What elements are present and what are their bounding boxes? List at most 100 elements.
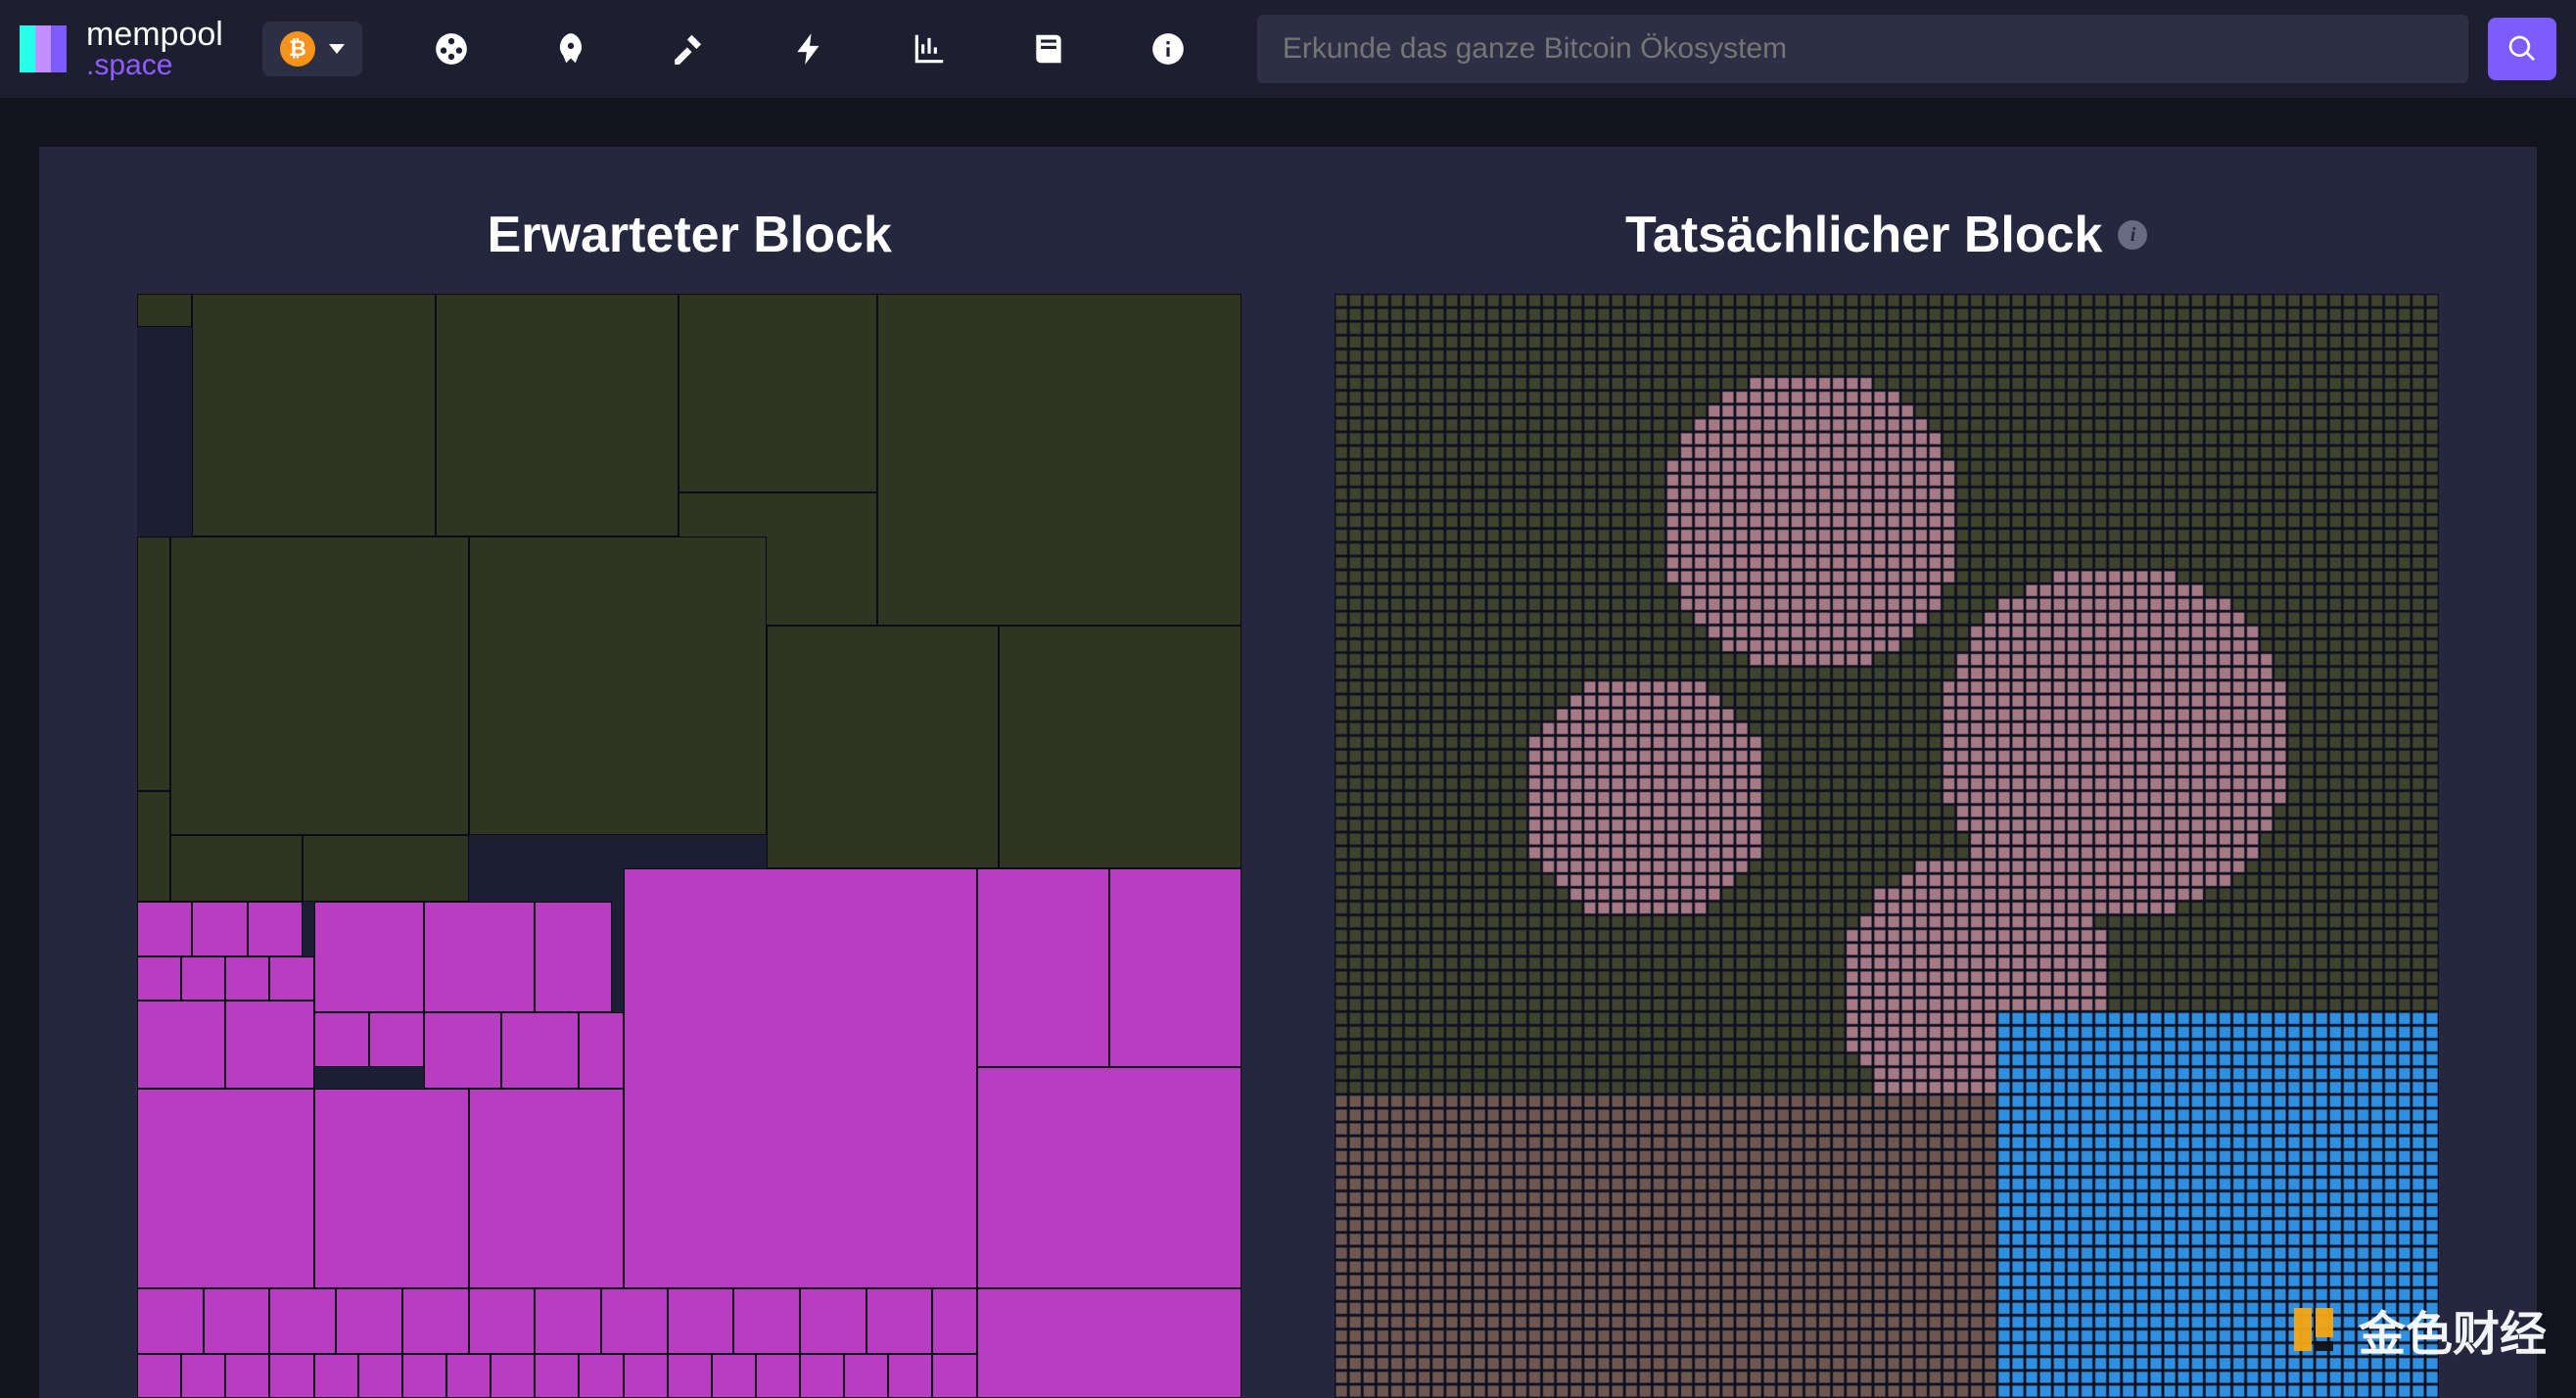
treemap-cell[interactable] xyxy=(314,1089,469,1287)
treemap-cell[interactable] xyxy=(535,1288,601,1355)
search-input[interactable] xyxy=(1257,15,2468,83)
expected-block-title: Erwarteter Block xyxy=(137,206,1241,264)
treemap-cell[interactable] xyxy=(137,1089,314,1287)
treemap-cell[interactable] xyxy=(668,1288,734,1355)
treemap-cell[interactable] xyxy=(369,1012,424,1067)
treemap-cell[interactable] xyxy=(248,902,303,956)
treemap-cell[interactable] xyxy=(800,1354,844,1398)
treemap-cell[interactable] xyxy=(1109,868,1241,1067)
search-button[interactable] xyxy=(2488,18,2556,80)
treemap-cell[interactable] xyxy=(402,1354,446,1398)
chevron-down-icon xyxy=(329,44,345,54)
treemap-cell[interactable] xyxy=(469,1089,624,1287)
treemap-cell[interactable] xyxy=(999,626,1241,868)
treemap-cell[interactable] xyxy=(192,294,435,536)
treemap-cell[interactable] xyxy=(424,1012,501,1090)
blocks-row: Erwarteter Block Tatsächlicher Block i xyxy=(137,206,2439,1398)
treemap-cell[interactable] xyxy=(624,1354,668,1398)
treemap-cell[interactable] xyxy=(436,294,679,536)
treemap-cell[interactable] xyxy=(336,1288,402,1355)
treemap-cell[interactable] xyxy=(303,835,468,902)
expected-block-column: Erwarteter Block xyxy=(137,206,1241,1398)
top-navbar: mempool .space ₿ xyxy=(0,0,2576,98)
treemap-cell[interactable] xyxy=(469,536,768,835)
dashboard-icon[interactable] xyxy=(431,28,472,70)
search-box xyxy=(1257,15,2468,83)
treemap-cell[interactable] xyxy=(181,1354,225,1398)
treemap-cell[interactable] xyxy=(314,1354,358,1398)
treemap-cell[interactable] xyxy=(137,294,192,327)
book-icon[interactable] xyxy=(1028,28,1069,70)
logo-bottom: .space xyxy=(86,51,223,80)
treemap-cell[interactable] xyxy=(225,1354,269,1398)
treemap-cell[interactable] xyxy=(269,1354,313,1398)
treemap-cell[interactable] xyxy=(181,956,225,1001)
treemap-cell[interactable] xyxy=(314,1012,369,1067)
treemap-cell[interactable] xyxy=(977,1288,1242,1398)
treemap-cell[interactable] xyxy=(170,835,303,902)
actual-block-column: Tatsächlicher Block i xyxy=(1335,206,2439,1398)
treemap-cell[interactable] xyxy=(225,1001,313,1089)
treemap-cell[interactable] xyxy=(137,956,181,1001)
treemap-cell[interactable] xyxy=(535,902,612,1012)
info-circle-icon[interactable]: i xyxy=(2118,220,2147,250)
coin-dropdown[interactable]: ₿ xyxy=(262,22,362,76)
treemap-cell[interactable] xyxy=(800,1288,866,1355)
treemap-cell[interactable] xyxy=(844,1354,888,1398)
treemap-cell[interactable] xyxy=(668,1354,712,1398)
hammer-icon[interactable] xyxy=(670,28,711,70)
treemap-cell[interactable] xyxy=(225,956,269,1001)
treemap-cell[interactable] xyxy=(877,294,1241,626)
watermark-icon xyxy=(2286,1300,2345,1359)
info-icon[interactable] xyxy=(1147,28,1189,70)
treemap-cell[interactable] xyxy=(679,294,877,492)
treemap-cell[interactable] xyxy=(866,1288,933,1355)
search-icon xyxy=(2506,33,2538,65)
treemap-cell[interactable] xyxy=(469,1288,536,1355)
actual-block-pixelmap[interactable] xyxy=(1335,294,2439,1398)
page-content: Erwarteter Block Tatsächlicher Block i xyxy=(39,147,2537,1398)
treemap-cell[interactable] xyxy=(977,868,1109,1067)
expected-block-title-text: Erwarteter Block xyxy=(488,206,892,264)
treemap-cell[interactable] xyxy=(712,1354,756,1398)
nav-icon-group xyxy=(431,28,1189,70)
treemap-cell[interactable] xyxy=(491,1354,535,1398)
treemap-cell[interactable] xyxy=(579,1012,623,1090)
treemap-cell[interactable] xyxy=(137,1001,225,1089)
logo-icon xyxy=(20,25,67,72)
treemap-cell[interactable] xyxy=(269,956,313,1001)
treemap-cell[interactable] xyxy=(501,1012,579,1090)
logo-text[interactable]: mempool .space xyxy=(86,18,223,80)
treemap-cell[interactable] xyxy=(579,1354,623,1398)
treemap-cell[interactable] xyxy=(137,791,170,902)
treemap-cell[interactable] xyxy=(314,902,425,1012)
treemap-cell[interactable] xyxy=(888,1354,932,1398)
treemap-cell[interactable] xyxy=(601,1288,668,1355)
treemap-cell[interactable] xyxy=(932,1354,976,1398)
treemap-cell[interactable] xyxy=(624,868,977,1288)
treemap-cell[interactable] xyxy=(170,536,469,835)
treemap-cell[interactable] xyxy=(402,1288,469,1355)
treemap-cell[interactable] xyxy=(767,626,999,868)
actual-block-title: Tatsächlicher Block i xyxy=(1335,206,2439,264)
treemap-cell[interactable] xyxy=(424,902,535,1012)
expected-block-treemap[interactable] xyxy=(137,294,1241,1398)
treemap-cell[interactable] xyxy=(269,1288,336,1355)
treemap-cell[interactable] xyxy=(137,902,192,956)
bolt-icon[interactable] xyxy=(789,28,830,70)
treemap-cell[interactable] xyxy=(535,1354,579,1398)
treemap-cell[interactable] xyxy=(204,1288,270,1355)
treemap-cell[interactable] xyxy=(137,1288,204,1355)
treemap-cell[interactable] xyxy=(192,902,247,956)
treemap-cell[interactable] xyxy=(756,1354,800,1398)
treemap-cell[interactable] xyxy=(137,1354,181,1398)
treemap-cell[interactable] xyxy=(137,536,170,791)
treemap-cell[interactable] xyxy=(977,1067,1242,1288)
actual-block-title-text: Tatsächlicher Block xyxy=(1625,206,2102,264)
treemap-cell[interactable] xyxy=(446,1354,491,1398)
treemap-cell[interactable] xyxy=(932,1288,976,1355)
chart-icon[interactable] xyxy=(909,28,950,70)
treemap-cell[interactable] xyxy=(358,1354,402,1398)
rocket-icon[interactable] xyxy=(550,28,591,70)
treemap-cell[interactable] xyxy=(733,1288,800,1355)
